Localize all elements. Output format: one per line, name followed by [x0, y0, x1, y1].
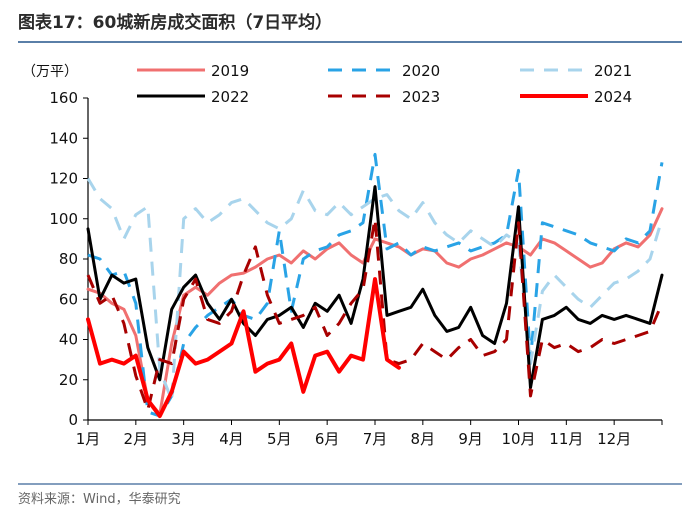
- y-tick-label: 80: [59, 250, 78, 268]
- x-tick-label: 2月: [124, 430, 149, 448]
- x-tick-label: 12月: [597, 430, 631, 448]
- y-tick-label: 40: [59, 331, 78, 349]
- legend-label-2020: 2020: [402, 62, 440, 80]
- x-tick-label: 3月: [171, 430, 196, 448]
- series-line-2019: [86, 207, 664, 416]
- x-tick-label: 5月: [267, 430, 292, 448]
- series-line-2023: [86, 217, 664, 412]
- series-line-2024: [86, 277, 401, 418]
- y-tick-label: 160: [49, 89, 78, 107]
- x-tick-label: 8月: [411, 430, 436, 448]
- x-tick-label: 9月: [458, 430, 483, 448]
- series-line-2022: [86, 185, 664, 390]
- source-note: 资料来源：Wind，华泰研究: [18, 492, 181, 507]
- y-tick-label: 20: [59, 371, 78, 389]
- legend-label-2023: 2023: [402, 88, 440, 106]
- legend-label-2019: 2019: [211, 62, 249, 80]
- x-tick-label: 4月: [219, 430, 244, 448]
- y-tick-label: 60: [59, 290, 78, 308]
- y-tick-label: 120: [49, 170, 78, 188]
- series-line-2020: [87, 152, 664, 418]
- series-layer: [86, 152, 664, 418]
- legend-label-2022: 2022: [211, 88, 249, 106]
- axes: 0 20 40 60 80 100 120 140 160 1月 2月 3月 4月 5月 6月 7月 8月 9月 1…: [49, 89, 663, 448]
- y-tick-label: 140: [49, 129, 78, 147]
- x-tick-label: 6月: [315, 430, 340, 448]
- y-axis-unit-label: （万平）: [22, 64, 78, 80]
- x-tick-label: 10月: [501, 430, 535, 448]
- legend: 2019 2020 2021 2022 2023 2024: [137, 62, 632, 106]
- figure-title: 图表17：60城新房成交面积（7日平均）: [18, 12, 332, 33]
- series-line-2021: [86, 177, 664, 402]
- y-tick-label: 0: [68, 411, 78, 429]
- legend-label-2021: 2021: [594, 62, 632, 80]
- y-tick-label: 100: [49, 210, 78, 228]
- x-tick-label: 1月: [76, 430, 101, 448]
- x-tick-label: 7月: [363, 430, 388, 448]
- x-tick-label: 11月: [549, 430, 583, 448]
- legend-label-2024: 2024: [594, 88, 632, 106]
